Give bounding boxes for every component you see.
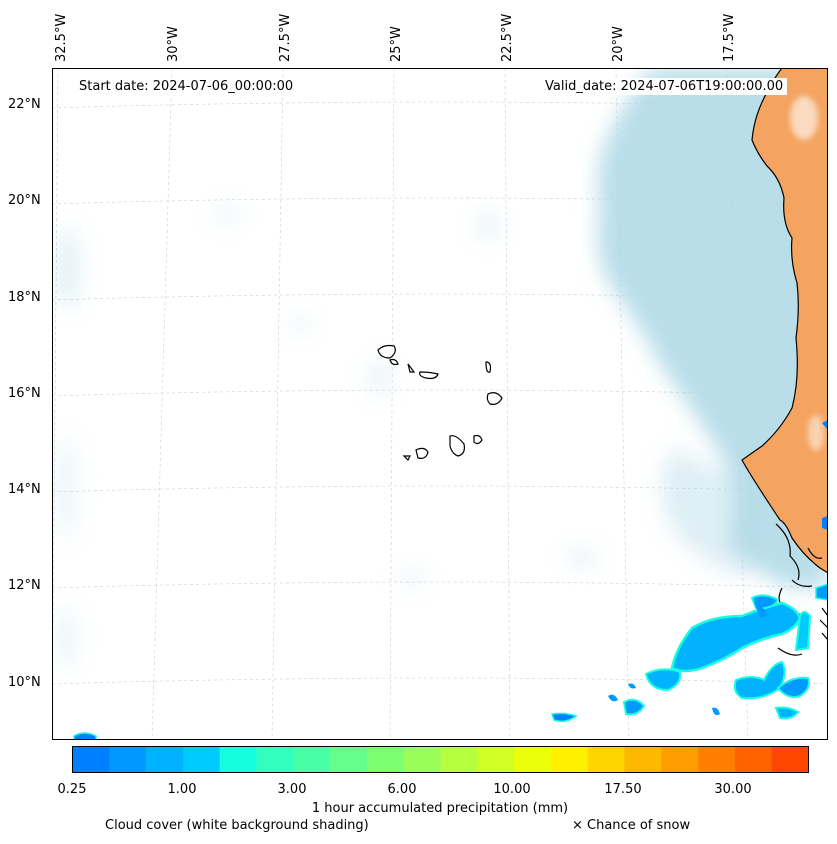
cape-verde-islands (377, 344, 503, 462)
colorbar-cell (587, 746, 625, 773)
precipitation-patches (73, 420, 828, 740)
colorbar-title: 1 hour accumulated precipitation (mm) (311, 801, 569, 816)
start-date-label: Start date: 2024-07-06_00:00:00 (75, 78, 298, 95)
lat-label-10n: 10°N (8, 675, 41, 690)
lon-label-20w: 20°W (611, 26, 626, 62)
colorbar-tick-1-00: 1.00 (167, 782, 197, 797)
colorbar-tick-6-00: 6.00 (387, 782, 417, 797)
colorbar-tick-3-00: 3.00 (277, 782, 307, 797)
land-cloud-highlights (790, 96, 824, 451)
map-frame (52, 68, 828, 740)
colorbar-cell (771, 746, 809, 773)
snow-legend: × Chance of snow (572, 818, 691, 833)
lat-label-16n: 16°N (8, 386, 41, 401)
colorbar-cell (698, 746, 736, 773)
colorbar-cell (72, 746, 110, 773)
colorbar-cell (440, 746, 478, 773)
colorbar-cell (624, 746, 662, 773)
colorbar-tick-17-50: 17.50 (604, 782, 642, 797)
colorbar-cell (477, 746, 515, 773)
colorbar-cell (109, 746, 147, 773)
lon-label-27-5w: 27.5°W (278, 13, 293, 62)
colorbar-cell (366, 746, 404, 773)
colorbar-cell (514, 746, 552, 773)
lon-label-25w: 25°W (389, 26, 404, 62)
lat-label-12n: 12°N (8, 578, 41, 593)
colorbar-cell (219, 746, 257, 773)
colorbar-cell (734, 746, 772, 773)
colorbar-cell (661, 746, 699, 773)
map-panel (52, 68, 828, 740)
colorbar-tick-10-00: 10.00 (493, 782, 531, 797)
colorbar-tick-0-25: 0.25 (57, 782, 87, 797)
colorbar-tick-30-00: 30.00 (714, 782, 752, 797)
valid-date-label: Valid_date: 2024-07-06T19:00:00.00 (541, 78, 788, 95)
africa-coastline (741, 68, 828, 574)
lat-label-18n: 18°N (8, 290, 41, 305)
lon-label-30w: 30°W (166, 26, 181, 62)
cloud-cover-legend: Cloud cover (white background shading) (105, 818, 369, 833)
colorbar-cell (256, 746, 294, 773)
lon-label-17-5w: 17.5°W (722, 13, 737, 62)
lat-label-14n: 14°N (8, 482, 41, 497)
lon-label-32-5w: 32.5°W (54, 13, 69, 62)
colorbar-cell (550, 746, 588, 773)
colorbar-cell (146, 746, 184, 773)
colorbar-cell (182, 746, 220, 773)
colorbar-cell (293, 746, 331, 773)
lat-label-20n: 20°N (8, 193, 41, 208)
colorbar-cell (403, 746, 441, 773)
gridlines (52, 68, 828, 740)
lon-label-22-5w: 22.5°W (500, 13, 515, 62)
lat-label-22n: 22°N (8, 97, 41, 112)
africa-landmass (742, 68, 828, 573)
precipitation-colorbar (72, 746, 809, 773)
colorbar-cell (330, 746, 368, 773)
